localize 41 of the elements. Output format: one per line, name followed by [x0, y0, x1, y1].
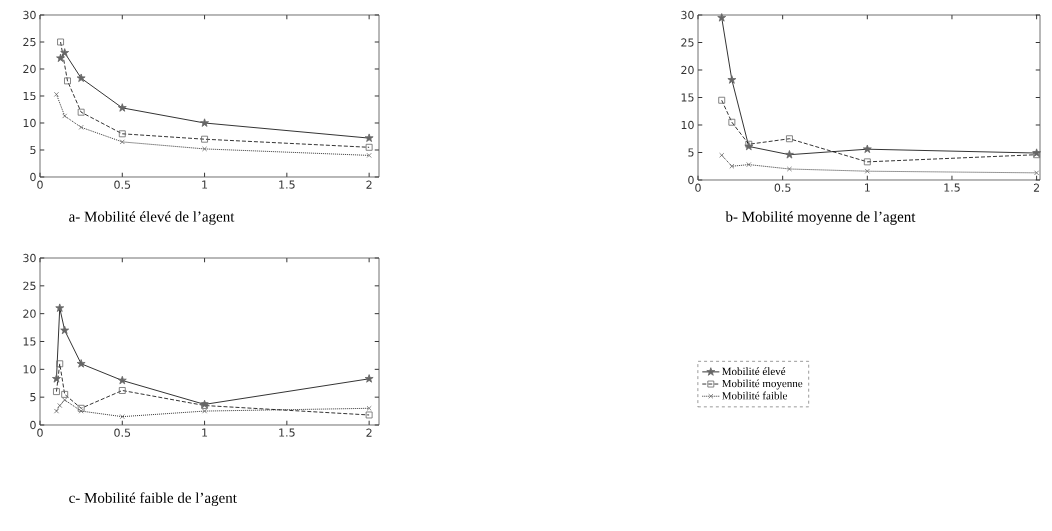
- y-tick-label: 5: [30, 145, 36, 155]
- y-tick-label: 15: [681, 93, 694, 102]
- y-tick-label: 5: [688, 148, 694, 157]
- x-tick-label: 1: [202, 180, 208, 189]
- y-tick-label: 0: [30, 172, 36, 182]
- text: b- Mobilité moyenne de l’agent: [725, 211, 916, 225]
- y-tick-label: 20: [23, 64, 36, 74]
- x-tick-label: 0: [37, 180, 43, 189]
- x-tick-label: 2: [366, 428, 372, 437]
- y-tick-label: 25: [23, 37, 36, 47]
- x-tick-label: 1.5: [279, 180, 295, 189]
- y-tick-label: 15: [23, 337, 36, 346]
- x-tick-label: 0.5: [114, 180, 131, 189]
- x-tick-label: 1.5: [279, 428, 295, 437]
- y-tick-label: 20: [681, 65, 694, 75]
- x-tick-label: 0.5: [774, 183, 791, 192]
- y-tick-label: 20: [23, 309, 36, 318]
- x-tick-label: 2: [366, 180, 372, 189]
- legend-label: Mobilité élevé: [722, 367, 786, 376]
- x-tick-label: 0: [695, 183, 701, 192]
- y-tick-label: 25: [681, 38, 694, 47]
- x-tick-label: 1: [202, 428, 208, 437]
- y-tick-label: 10: [23, 118, 36, 128]
- y-tick-label: 30: [23, 10, 36, 20]
- y-tick-label: 10: [23, 365, 36, 374]
- text: a- Mobilité élevé de l’agent: [69, 211, 235, 225]
- x-tick-label: 1: [865, 183, 870, 192]
- y-tick-label: 10: [681, 120, 694, 130]
- y-tick-label: 0: [30, 420, 36, 430]
- legend-label: Mobilité faible: [722, 391, 788, 400]
- y-tick-label: 5: [30, 393, 36, 402]
- y-tick-label: 30: [681, 10, 694, 20]
- x-tick-label: 2: [1033, 183, 1040, 192]
- text: c- Mobilité faible de l’agent: [69, 492, 237, 507]
- y-tick-label: 30: [23, 253, 36, 263]
- y-tick-label: 15: [23, 91, 36, 101]
- x-tick-label: 0: [37, 428, 43, 437]
- y-tick-label: 25: [23, 281, 36, 290]
- x-tick-label: 0.5: [114, 428, 131, 437]
- legend-label: Mobilité moyenne: [722, 379, 803, 390]
- x-tick-label: 1.5: [944, 183, 960, 192]
